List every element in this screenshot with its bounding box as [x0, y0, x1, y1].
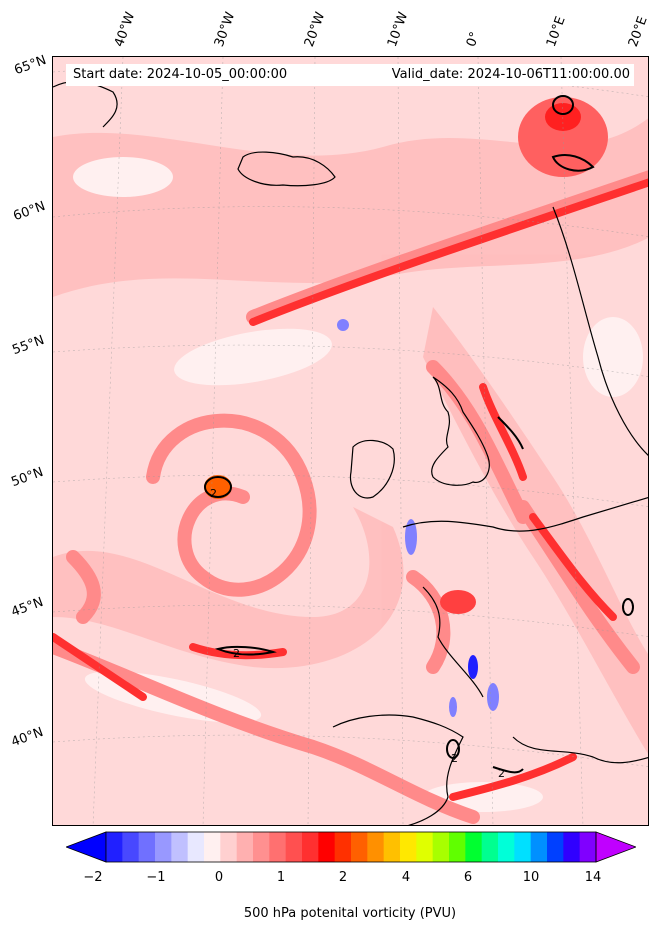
pv-field-low: [73, 157, 643, 812]
great-britain-coast: [431, 376, 490, 486]
colorbar-segment: [498, 832, 515, 862]
start-date-text: Start date: 2024-10-05_00:00:00: [73, 67, 288, 82]
colorbar-segment: [416, 832, 434, 862]
colorbar-segment: [432, 832, 450, 862]
iberia-coast: [332, 714, 464, 825]
pv2-label-med: 2: [498, 767, 505, 780]
colorbar-frame: [105, 831, 597, 863]
colorbar-segment: [302, 832, 319, 862]
colorbar-segment: [547, 832, 564, 862]
pv-map-canvas: 2 2 2 2: [53, 57, 648, 825]
colorbar-segment: [334, 832, 352, 862]
colorbar-segment: [138, 832, 156, 862]
colorbar-segment: [514, 832, 532, 862]
greenland-coast: [53, 81, 118, 128]
colorbar-segment: [204, 832, 221, 862]
lat-label-50n: 50°N: [9, 464, 46, 491]
colorbar-tick-label: −2: [83, 870, 103, 885]
valid-date-text: Valid_date: 2024-10-06T11:00:00.00: [391, 67, 630, 82]
pv2-label-iberia: 2: [451, 752, 458, 765]
pv2-contour-labels: 2 2 2 2: [210, 487, 505, 780]
colorbar-tick-label: 10: [522, 870, 540, 885]
pv2-label-south: 2: [233, 647, 240, 660]
colorbar-segment: [187, 832, 205, 862]
pv-field-negative: [337, 319, 499, 717]
lon-label-0: 0°: [463, 29, 484, 49]
colorbar-segment: [465, 832, 483, 862]
france-north-coast: [402, 496, 648, 532]
pv-field-medium: [53, 170, 648, 824]
colorbar-segment: [253, 832, 270, 862]
colorbar-segment: [220, 832, 238, 862]
colorbar-tick-label: 0: [214, 870, 224, 885]
lat-label-45n: 45°N: [9, 594, 46, 621]
colorbar-segment: [400, 832, 417, 862]
colorbar-segment: [579, 832, 597, 862]
iceland-coast: [237, 151, 336, 187]
colorbar-segment: [155, 832, 172, 862]
colorbar-segment: [449, 832, 466, 862]
colorbar-tick-label: 1: [276, 870, 286, 885]
colorbar-segment: [383, 832, 401, 862]
colorbar-segment: [122, 832, 140, 862]
colorbar-segment: [285, 832, 303, 862]
lon-label-10w: 10°W: [384, 10, 412, 49]
colorbar-extend-low: [64, 831, 107, 863]
mediterranean-coast: [512, 736, 648, 764]
colorbar: [64, 830, 638, 864]
scandinavia-coast: [552, 206, 648, 456]
colorbar-tick-label: −1: [146, 870, 166, 885]
pv2-contours: [204, 95, 634, 774]
lon-label-10e: 10°E: [543, 14, 569, 50]
lon-label-40w: 40°W: [111, 10, 139, 49]
colorbar-segment: [481, 832, 499, 862]
date-info-bar: Start date: 2024-10-05_00:00:00 Valid_da…: [66, 64, 634, 86]
pv-field-high: [53, 178, 648, 801]
france-west-coast: [422, 586, 484, 698]
colorbar-extend-high: [595, 831, 638, 863]
lon-label-30w: 30°W: [211, 10, 239, 49]
colorbar-segment: [351, 832, 368, 862]
colorbar-title: 500 hPa potenital vorticity (PVU): [243, 906, 457, 921]
colorbar-canvas: [64, 831, 638, 863]
colorbar-segment: [367, 832, 385, 862]
pv-map: 2 2 2 2: [52, 56, 649, 826]
lon-label-20e: 20°E: [625, 14, 651, 50]
colorbar-segment: [171, 832, 189, 862]
colorbar-tick-label: 6: [463, 870, 473, 885]
pv2-label-cyclone: 2: [210, 487, 217, 500]
lat-label-40n: 40°N: [9, 724, 46, 751]
colorbar-tick-label: 2: [338, 870, 348, 885]
lat-label-60n: 60°N: [11, 198, 48, 225]
lon-label-20w: 20°W: [301, 10, 329, 49]
colorbar-tick-label: 14: [584, 870, 602, 885]
colorbar-segment: [563, 832, 581, 862]
lat-label-65n: 65°N: [12, 52, 49, 79]
colorbar-tick-label: 4: [401, 870, 411, 885]
coastlines: [53, 81, 648, 825]
ireland-coast: [349, 439, 395, 499]
colorbar-segment: [236, 832, 254, 862]
colorbar-segment: [530, 832, 548, 862]
colorbar-segment: [269, 832, 287, 862]
lat-label-55n: 55°N: [10, 332, 47, 359]
colorbar-segment: [318, 832, 336, 862]
colorbar-segment: [106, 832, 123, 862]
